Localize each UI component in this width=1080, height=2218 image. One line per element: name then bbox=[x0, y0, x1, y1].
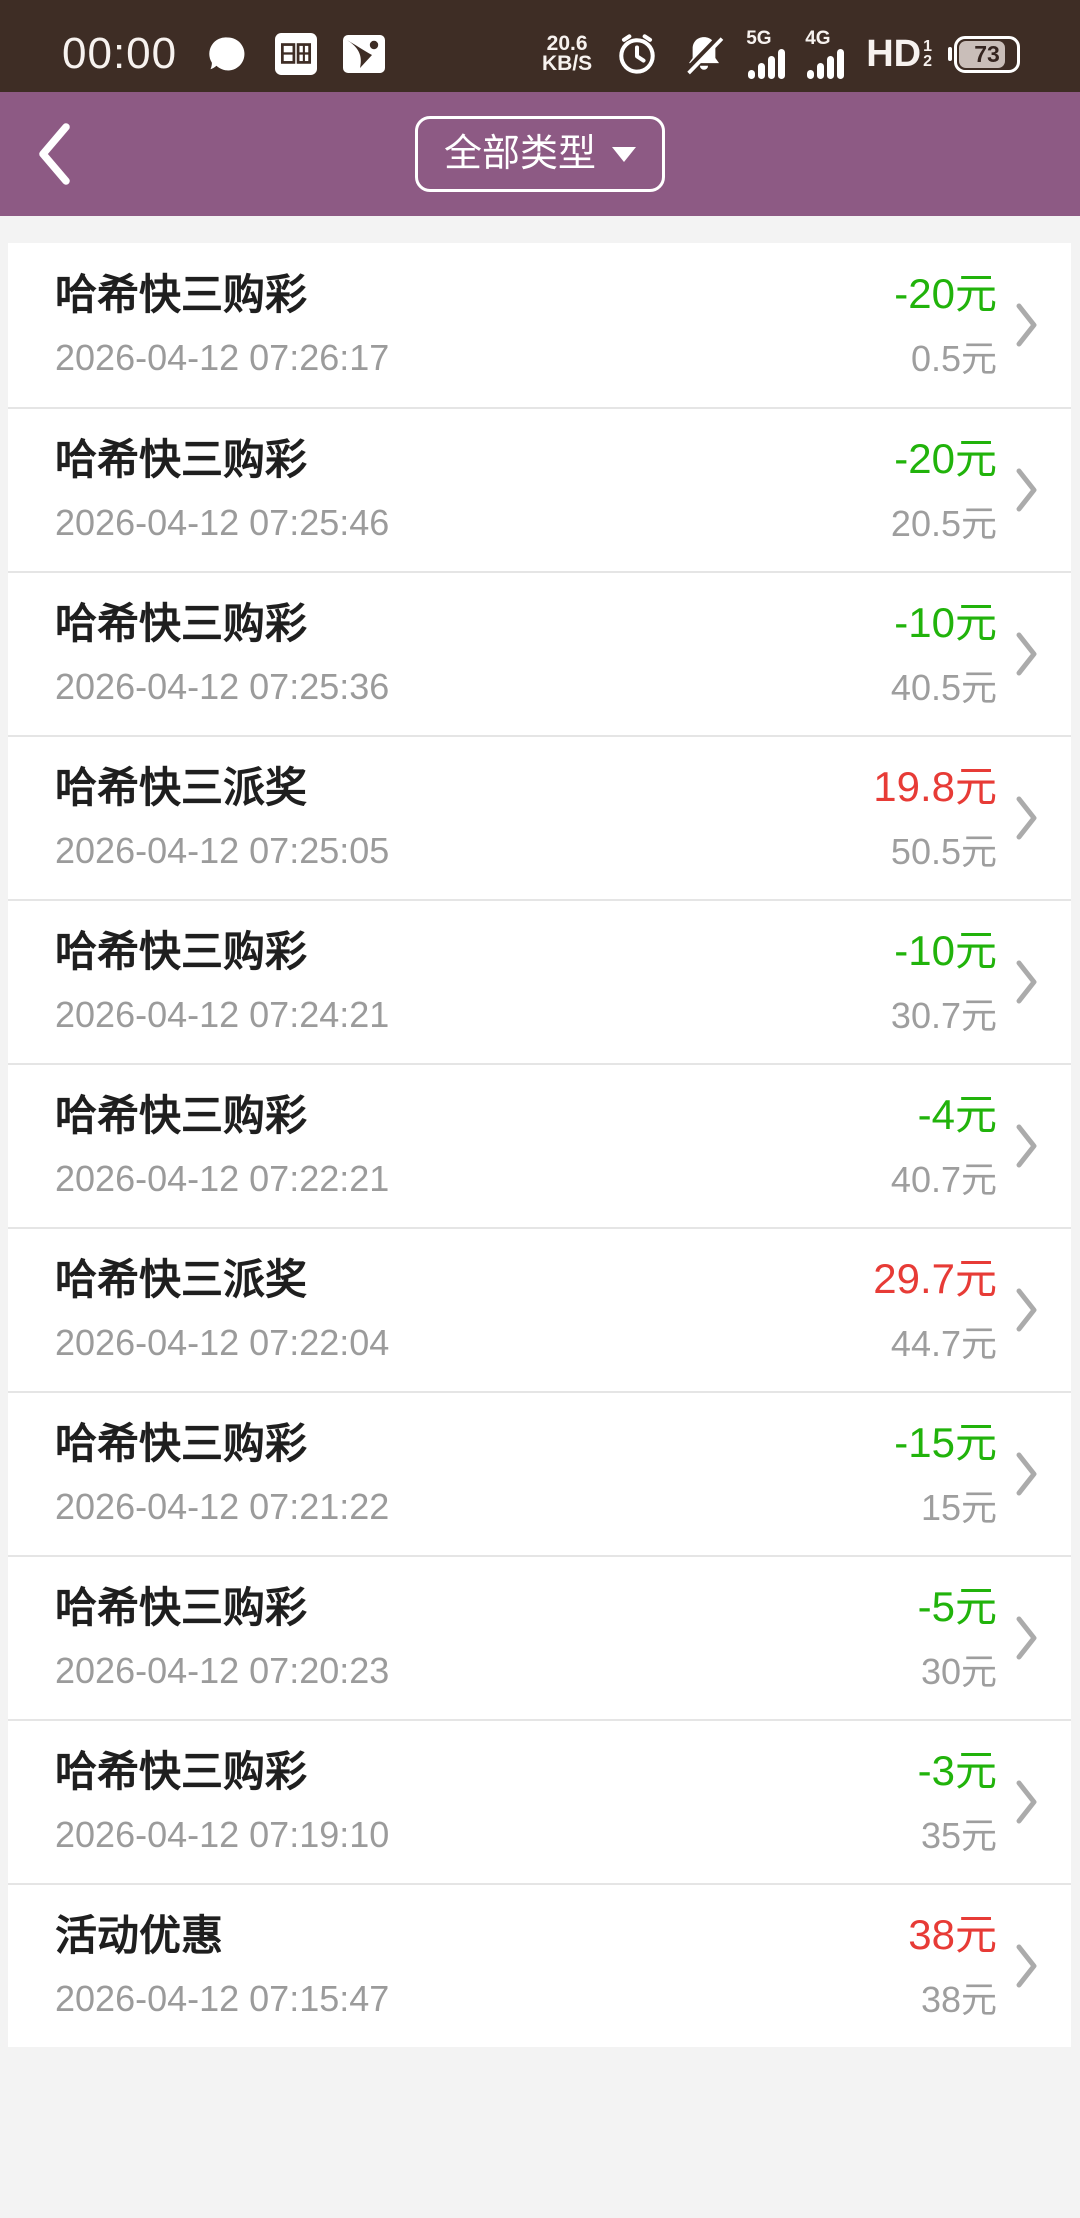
alarm-clock-icon bbox=[619, 34, 655, 74]
transaction-row[interactable]: 哈希快三购彩 2026-04-12 07:24:21 -10元 30.7元 bbox=[8, 899, 1071, 1063]
transaction-amount: -3元 bbox=[917, 1747, 997, 1794]
battery-percent: 73 bbox=[974, 40, 1000, 67]
transaction-time: 2026-04-12 07:22:21 bbox=[55, 1158, 390, 1199]
transaction-title: 哈希快三购彩 bbox=[55, 1420, 308, 1467]
transaction-amount: 19.8元 bbox=[873, 763, 997, 810]
photo-icon bbox=[343, 35, 386, 73]
transaction-title: 哈希快三购彩 bbox=[55, 436, 308, 483]
transaction-title: 哈希快三购彩 bbox=[55, 928, 308, 975]
transaction-balance: 30.7元 bbox=[890, 995, 997, 1036]
transaction-amount: -4元 bbox=[917, 1091, 997, 1138]
transaction-balance: 15元 bbox=[920, 1487, 997, 1528]
signal-4g-icon: 4G bbox=[805, 29, 845, 79]
chevron-right-icon bbox=[1016, 1616, 1037, 1660]
chevron-right-icon bbox=[1016, 1288, 1037, 1332]
transaction-time: 2026-04-12 07:25:46 bbox=[55, 502, 390, 543]
transaction-amount: -10元 bbox=[894, 927, 997, 974]
chevron-right-icon bbox=[1016, 303, 1037, 347]
chevron-right-icon bbox=[1016, 960, 1037, 1004]
transaction-time: 2026-04-12 07:26:17 bbox=[55, 337, 390, 378]
transaction-time: 2026-04-12 07:19:10 bbox=[55, 1814, 390, 1855]
transaction-title: 活动优惠 bbox=[55, 1912, 224, 1959]
transaction-row[interactable]: 哈希快三派奖 2026-04-12 07:22:04 29.7元 44.7元 bbox=[8, 1227, 1071, 1391]
transaction-row[interactable]: 哈希快三购彩 2026-04-12 07:19:10 -3元 35元 bbox=[8, 1719, 1071, 1883]
back-chevron-icon bbox=[39, 123, 70, 185]
chevron-right-icon bbox=[1016, 468, 1037, 512]
transaction-row[interactable]: 哈希快三派奖 2026-04-12 07:25:05 19.8元 50.5元 bbox=[8, 735, 1071, 899]
chevron-right-icon bbox=[1016, 1124, 1037, 1168]
transaction-amount: -15元 bbox=[894, 1419, 997, 1466]
transaction-amount: -20元 bbox=[894, 435, 997, 482]
transaction-balance: 30元 bbox=[920, 1651, 997, 1692]
transaction-balance: 20.5元 bbox=[890, 503, 997, 544]
transaction-time: 2026-04-12 07:20:23 bbox=[55, 1650, 390, 1691]
transaction-row[interactable]: 哈希快三购彩 2026-04-12 07:26:17 -20元 0.5元 bbox=[8, 243, 1071, 407]
header: 全部类型 bbox=[0, 92, 1080, 216]
transaction-row[interactable]: 哈希快三购彩 2026-04-12 07:20:23 -5元 30元 bbox=[8, 1555, 1071, 1719]
transaction-title: 哈希快三购彩 bbox=[55, 600, 308, 647]
transaction-time: 2026-04-12 07:25:05 bbox=[55, 830, 390, 871]
transaction-list: 哈希快三购彩 2026-04-12 07:26:17 -20元 0.5元 哈希快… bbox=[8, 243, 1071, 2047]
battery-icon: 73 bbox=[954, 35, 1020, 73]
transaction-title: 哈希快三购彩 bbox=[55, 1748, 308, 1795]
transaction-title: 哈希快三购彩 bbox=[55, 1092, 308, 1139]
chevron-right-icon bbox=[1016, 1780, 1037, 1824]
chat-bubble-icon bbox=[209, 37, 245, 71]
transaction-title: 哈希快三购彩 bbox=[55, 1584, 308, 1631]
transaction-balance: 40.5元 bbox=[890, 667, 997, 708]
transaction-row[interactable]: 哈希快三购彩 2026-04-12 07:21:22 -15元 15元 bbox=[8, 1391, 1071, 1555]
transaction-time: 2026-04-12 07:25:36 bbox=[55, 666, 390, 707]
transaction-amount: 38元 bbox=[908, 1911, 997, 1958]
transaction-row[interactable]: 活动优惠 2026-04-12 07:15:47 38元 38元 bbox=[8, 1883, 1071, 2047]
transaction-balance: 44.7元 bbox=[890, 1323, 997, 1364]
transaction-time: 2026-04-12 07:21:22 bbox=[55, 1486, 390, 1527]
chevron-right-icon bbox=[1016, 1452, 1037, 1496]
clock-time: 00:00 bbox=[62, 29, 178, 78]
type-filter-label: 全部类型 bbox=[443, 133, 597, 175]
network-speed: 20.6 KB/S bbox=[542, 32, 593, 75]
transaction-balance: 50.5元 bbox=[890, 831, 997, 872]
transaction-balance: 0.5元 bbox=[910, 338, 997, 379]
transaction-time: 2026-04-12 07:24:21 bbox=[55, 994, 390, 1035]
app-notification-icon bbox=[275, 33, 318, 75]
transaction-row[interactable]: 哈希快三购彩 2026-04-12 07:22:21 -4元 40.7元 bbox=[8, 1063, 1071, 1227]
transaction-amount: -5元 bbox=[917, 1583, 997, 1630]
bell-muted-icon bbox=[684, 34, 724, 75]
transaction-balance: 40.7元 bbox=[890, 1159, 997, 1200]
type-filter-dropdown[interactable]: 全部类型 bbox=[414, 116, 666, 192]
transaction-row[interactable]: 哈希快三购彩 2026-04-12 07:25:36 -10元 40.5元 bbox=[8, 571, 1071, 735]
caret-down-icon bbox=[612, 146, 637, 162]
transaction-title: 哈希快三派奖 bbox=[55, 1256, 308, 1303]
transaction-amount: -20元 bbox=[894, 270, 997, 317]
chevron-right-icon bbox=[1016, 1944, 1037, 1988]
chevron-right-icon bbox=[1016, 796, 1037, 840]
transaction-amount: 29.7元 bbox=[873, 1255, 997, 1302]
hd-volte-icon: HD 1 2 bbox=[866, 32, 932, 75]
transaction-balance: 35元 bbox=[920, 1815, 997, 1856]
transaction-amount: -10元 bbox=[894, 599, 997, 646]
chevron-right-icon bbox=[1016, 632, 1037, 676]
status-bar: 00:00 20.6 KB/S bbox=[0, 0, 1080, 92]
transaction-title: 哈希快三派奖 bbox=[55, 764, 308, 811]
transaction-time: 2026-04-12 07:22:04 bbox=[55, 1322, 390, 1363]
transaction-title: 哈希快三购彩 bbox=[55, 271, 308, 318]
transaction-row[interactable]: 哈希快三购彩 2026-04-12 07:25:46 -20元 20.5元 bbox=[8, 407, 1071, 571]
transaction-balance: 38元 bbox=[920, 1979, 997, 2020]
back-button[interactable] bbox=[34, 119, 94, 189]
transaction-time: 2026-04-12 07:15:47 bbox=[55, 1978, 390, 2019]
signal-5g-icon: 5G bbox=[746, 29, 786, 79]
